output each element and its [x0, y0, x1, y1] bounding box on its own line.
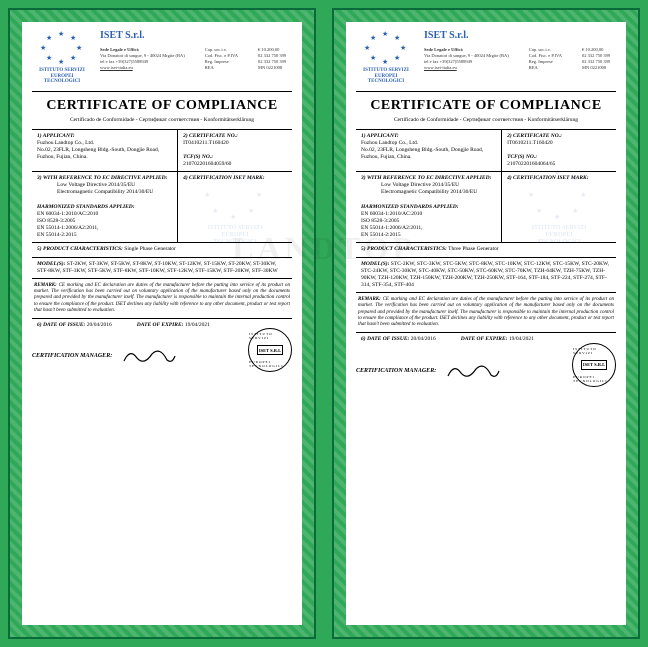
section-3-4: 3) WITH REFERENCE TO EC DIRECTIVE APPLIE… [356, 172, 616, 243]
section-1-2: 1) APPLICANT:Fuzhou Landtop Co., Ltd. No… [32, 130, 292, 173]
signature-row: CERTIFICATION MANAGER: ISTITUTO SERVIZI … [32, 332, 292, 372]
company-details: Sede Legale e Uffici:Via Donatori di san… [424, 47, 616, 70]
certificate-subtitle: Certificado de Conformidade - Сертификат… [32, 117, 292, 123]
remark: REMARK: CE marking and EC declaration ar… [32, 279, 292, 319]
section-1-2: 1) APPLICANT:Fuzhou Landtop Co., Ltd. No… [356, 130, 616, 173]
stamp: ISTITUTO SERVIZI ISET S.R.L EUROPEI TECN… [248, 328, 292, 372]
section-5: 5) PRODUCT CHARACTERISTICS: Three Phase … [356, 243, 616, 257]
title-box: CERTIFICATE OF COMPLIANCE Certificado de… [32, 92, 292, 130]
logo: ★★ ★★ ★★ ★★ ISTITUTO SERVIZIEUROPEI TECN… [32, 30, 92, 85]
remark: REMARK: CE marking and EC declaration ar… [356, 293, 616, 333]
signature-row: CERTIFICATION MANAGER: ISTITUTO SERVIZI … [356, 347, 616, 387]
certificate-title: CERTIFICATE OF COMPLIANCE [32, 98, 292, 114]
certificate-subtitle: Certificado de Conformidade - Сертификат… [356, 117, 616, 123]
certificate-right: ★★ ★★ ★★ ★★ ISTITUTO SERVIZIEUROPEI TECN… [324, 0, 648, 647]
section-3-4: 3) WITH REFERENCE TO EC DIRECTIVE APPLIE… [32, 172, 292, 243]
header: ★★ ★★ ★★ ★★ ISTITUTO SERVIZIEUROPEI TECN… [356, 30, 616, 92]
certificate-left: ★★ ★★ ★★ ★★ ISTITUTO SERVIZIEUROPEI TECN… [0, 0, 324, 647]
header: ★★ ★★ ★★ ★★ ISTITUTO SERVIZIEUROPEI TECN… [32, 30, 292, 92]
company-name: ISET S.r.l. [100, 30, 292, 41]
certificate-title: CERTIFICATE OF COMPLIANCE [356, 98, 616, 114]
title-box: CERTIFICATE OF COMPLIANCE Certificado de… [356, 92, 616, 130]
logo: ★★ ★★ ★★ ★★ ISTITUTO SERVIZIEUROPEI TECN… [356, 30, 416, 85]
signature [446, 361, 501, 381]
models: MODEL(S): STC-2KW, STC-3KW, STC-5KW, STC… [356, 258, 616, 294]
company-details: Sede Legale e Uffici:Via Donatori di san… [100, 47, 292, 70]
company-name: ISET S.r.l. [424, 30, 616, 41]
stamp: ISTITUTO SERVIZI ISET S.R.L EUROPEI TECN… [572, 343, 616, 387]
models: MODEL(S): ST-2KW, ST-3KW, ST-5KW, ST-8KW… [32, 258, 292, 279]
signature [122, 346, 177, 366]
section-5: 5) PRODUCT CHARACTERISTICS: Single Phase… [32, 243, 292, 257]
